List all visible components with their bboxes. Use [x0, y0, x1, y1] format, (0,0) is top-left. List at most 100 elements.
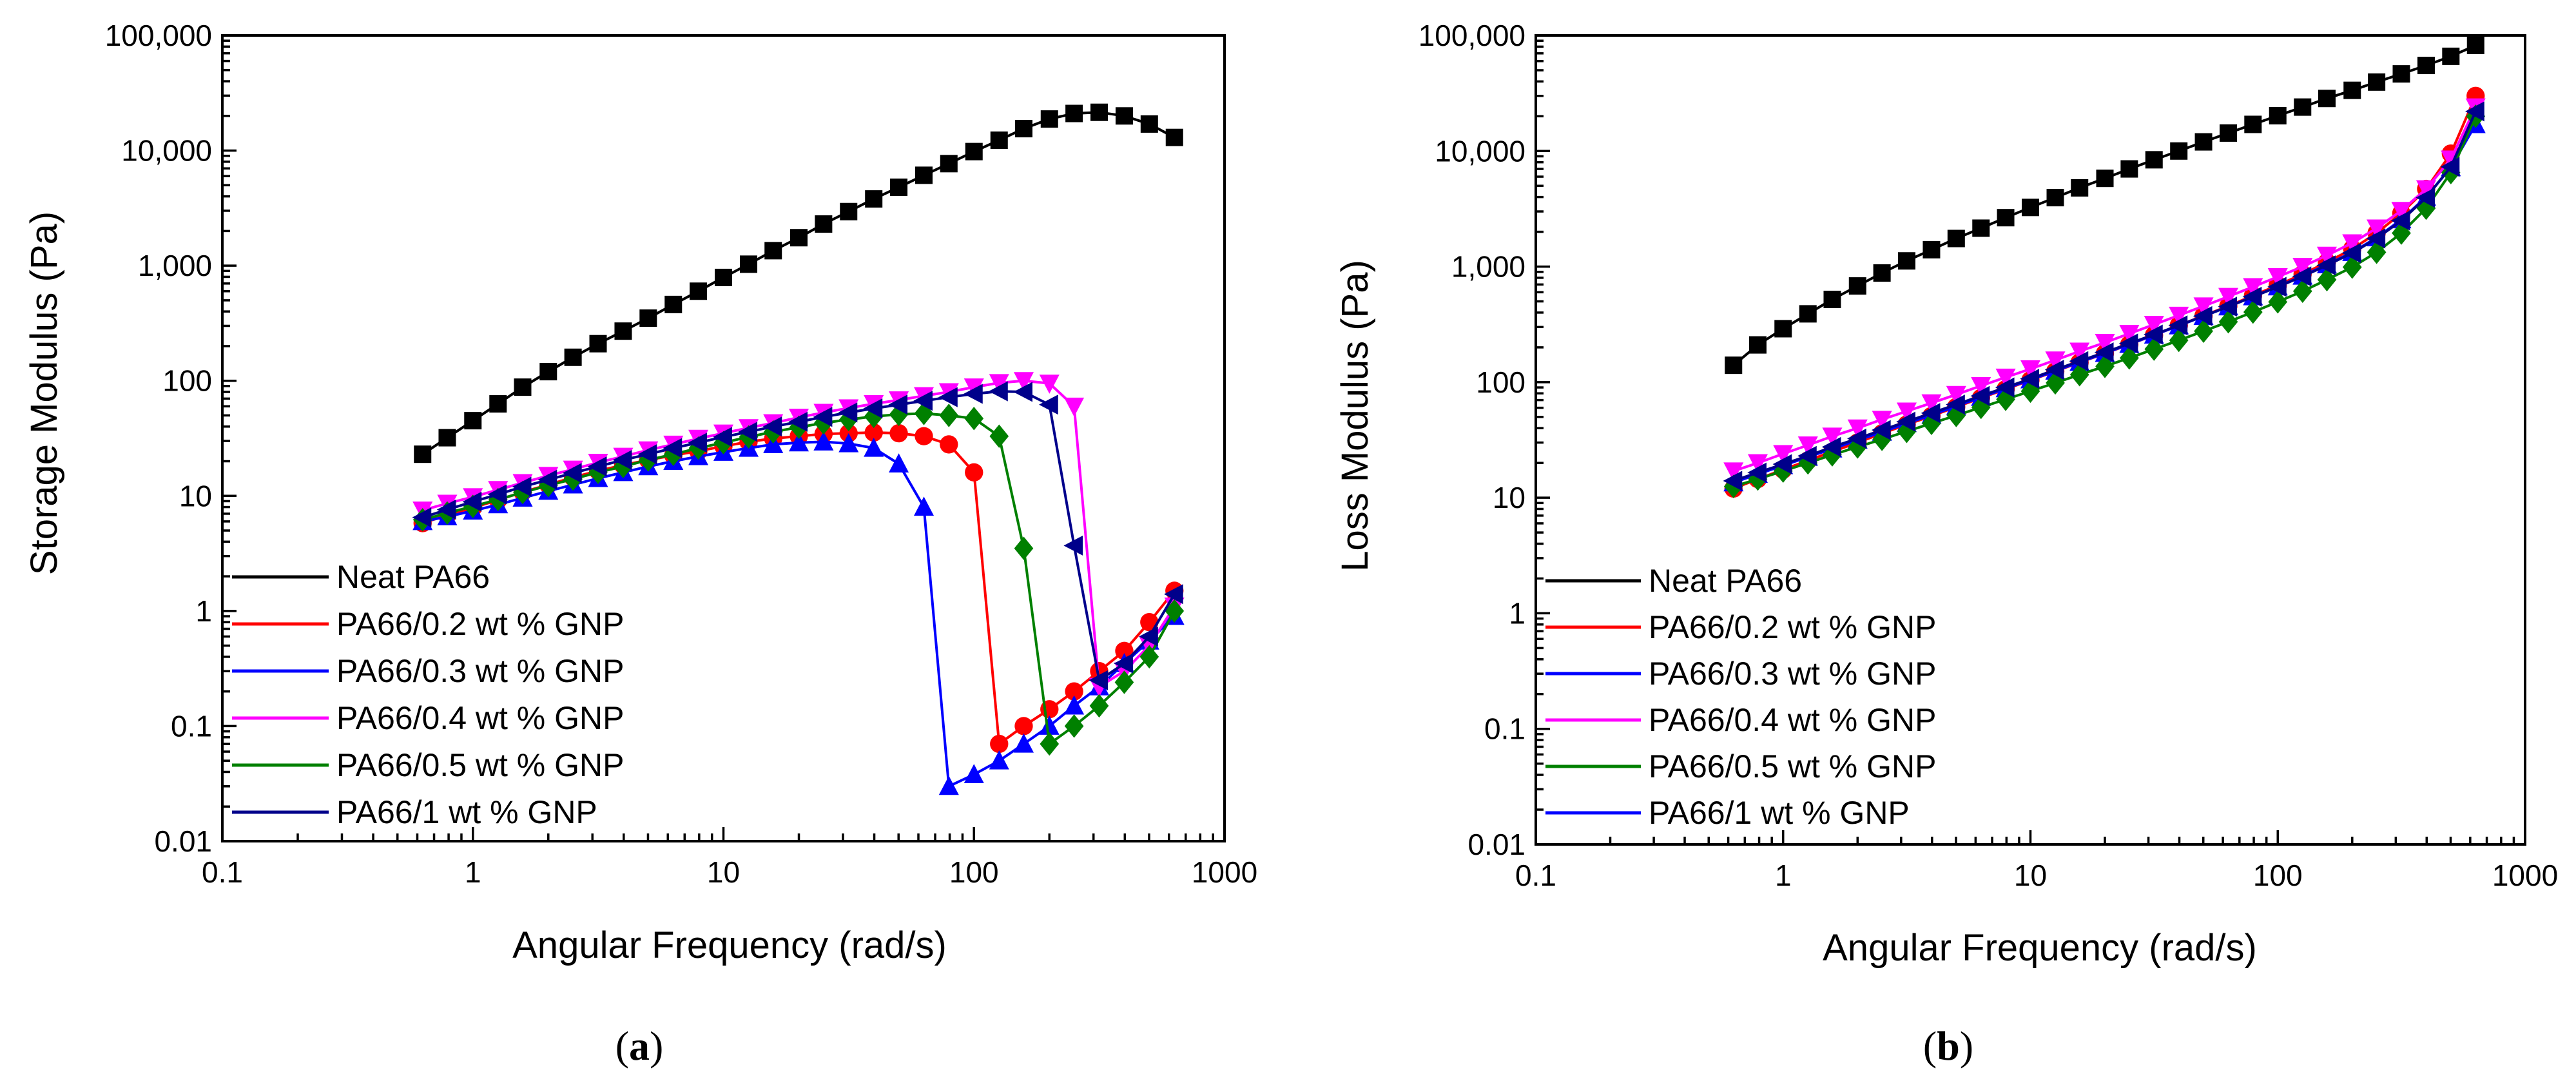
panel-b-series-5-point: [2168, 315, 2188, 336]
panel-a-legend-label: PA66/0.3 wt % GNP: [336, 653, 624, 689]
panel-b-series-0-point: [2170, 142, 2188, 160]
panel-b-legend: Neat PA66 PA66/0.2 wt % GNP PA66/0.3 wt % …: [1545, 563, 1936, 831]
panel-b-series-5-point: [2144, 324, 2163, 345]
panel-b-series-5-point: [2094, 342, 2114, 363]
panel-b-series-3-point: [2020, 360, 2041, 380]
panel-b-series-0-point: [1922, 240, 1941, 258]
panel-b-series-4-point: [1922, 411, 1941, 436]
panel-a-series-0-point: [990, 131, 1008, 150]
panel-b-series-0: [1725, 36, 2484, 375]
panel-b-y-tick-label: 100,000: [1419, 19, 1525, 52]
panel-b-legend-label: Neat PA66: [1649, 563, 1802, 599]
panel-b-series-5-point: [1970, 385, 1990, 406]
panel-b-series-3-point: [2267, 268, 2288, 287]
panel-a-series-5-point: [663, 438, 683, 458]
panel-b-series-0-point: [2466, 36, 2484, 54]
panel-a-series-4-point: [614, 454, 633, 478]
panel-b-series-3-point: [2367, 219, 2387, 239]
panel-a-legend-label: PA66/0.2 wt % GNP: [336, 606, 624, 642]
panel-b-series-0-point: [2071, 179, 2089, 197]
panel-b-series-5-point: [1871, 420, 1891, 440]
panel-b-legend-label: PA66/0.3 wt % GNP: [1649, 656, 1936, 692]
panel-a-series-5-point: [412, 507, 432, 528]
panel-a-series-5-point: [688, 433, 708, 453]
panel-a-series-4-point: [513, 480, 532, 505]
panel-b-series-4-point: [2317, 268, 2337, 292]
panel-a-series-4-point: [1089, 694, 1109, 718]
panel-b-series-4-point: [2095, 355, 2115, 378]
panel-b-series-3-point: [2144, 316, 2164, 335]
panel-b-series-0-point: [1947, 229, 1965, 248]
panel-a-series-0-point: [1140, 115, 1158, 133]
panel-a-series-0-point: [1014, 120, 1032, 138]
panel-b-caption: (b): [1923, 1023, 1973, 1069]
panel-b-series-4-point: [2268, 290, 2288, 314]
panel-b-series-3-point: [2342, 234, 2363, 254]
panel-b-series-5: [1723, 101, 2484, 491]
panel-b-series-3-line: [1733, 106, 2477, 472]
panel-b-series-5-point: [2267, 277, 2287, 297]
panel-a-series-4-point: [1114, 670, 1134, 694]
panel-a-series-2-point: [1013, 733, 1034, 753]
panel-b-y-tick-label: 100: [1476, 365, 1525, 399]
panel-b-series-5-point: [1896, 411, 1916, 432]
panel-a-xlabel: Angular Frequency (rad/s): [512, 924, 947, 966]
panel-b-series-3-point: [1797, 436, 1818, 456]
panel-a-series-0-point: [1090, 103, 1109, 121]
panel-a-series-5-point: [612, 450, 632, 471]
panel-b-x-tick-label: 1000: [2492, 859, 2558, 892]
panel-a-series-4-point: [1014, 536, 1034, 560]
panel-b-series-3-point: [1847, 419, 1868, 439]
panel-a-series-0-point: [715, 268, 732, 286]
panel-a-series-5-point: [863, 398, 883, 419]
panel-b-series-4-point: [2194, 319, 2213, 344]
panel-a-series-0-point: [1040, 110, 1058, 128]
panel-b-series-0-point: [1873, 264, 1891, 282]
panel-a-series-1-point: [940, 435, 958, 454]
panel-a-y-tick-label: 1: [195, 594, 212, 628]
panel-a-series-5-point: [989, 381, 1008, 402]
panel-a-y-tick-label: 0.1: [171, 709, 212, 743]
panel-a-x-tick-label: 1: [465, 855, 481, 889]
panel-a-series-1-point: [1014, 717, 1033, 735]
panel-b-series-0-point: [2022, 199, 2039, 217]
panel-b-series-3-point: [2069, 342, 2090, 362]
panel-a-series-5-point: [436, 500, 456, 520]
panel-a-series-0-point: [815, 215, 833, 233]
panel-b-legend-label: PA66/1 wt % GNP: [1649, 795, 1910, 831]
panel-a-series-0-point: [940, 155, 958, 173]
panel-a-series-5-point: [964, 384, 983, 404]
panel-a-series-0-point: [965, 142, 983, 161]
panel-a-series-2-point: [964, 764, 984, 783]
panel-a-series-3-point: [1064, 397, 1085, 417]
panel-b-series-0-point: [1774, 320, 1792, 338]
panel-b-series-0-point: [2120, 160, 2138, 178]
panel-a-x-tick-label: 1000: [1192, 855, 1257, 889]
panel-b-series-3-point: [1747, 454, 1768, 474]
panel-b-series-5-point: [1995, 377, 2015, 398]
panel-a-ylabel: Storage Modulus (Pa): [23, 211, 65, 575]
panel-a-series-2-point: [889, 453, 909, 473]
panel-b-series-4-point: [2218, 309, 2238, 334]
panel-a-series-5-point: [788, 411, 808, 432]
panel-b-series-0-point: [1823, 290, 1841, 308]
panel-b-series-5-point: [1797, 445, 1817, 466]
panel-a-series-4-point: [964, 407, 984, 431]
panel-a-series-0-point: [740, 255, 758, 273]
panel-b-series-4-point: [2292, 279, 2312, 304]
panel-a-series-0-point: [840, 202, 858, 220]
panel-a-series-0-point: [589, 335, 607, 353]
panel-a-series-0-point: [764, 242, 782, 260]
panel-b-x-tick-label: 10: [2014, 859, 2047, 892]
panel-a-x-tick-label: 100: [949, 855, 999, 889]
panel-b-x-tick-label: 1: [1775, 859, 1792, 892]
panel-b-series-5-point: [1821, 436, 1841, 457]
panel-b-legend-label: PA66/0.2 wt % GNP: [1649, 609, 1936, 645]
panel-a-series-0-point: [690, 282, 708, 300]
panel-b-series-3-point: [1723, 462, 1744, 482]
panel-a-series-0-point: [1165, 128, 1183, 146]
panel-b-series-4-point: [2392, 221, 2411, 245]
panel-a-y-tick-label: 0.01: [154, 824, 212, 858]
panel-a-series-5-point: [512, 476, 532, 497]
panel-a-series-2-point: [838, 433, 859, 453]
